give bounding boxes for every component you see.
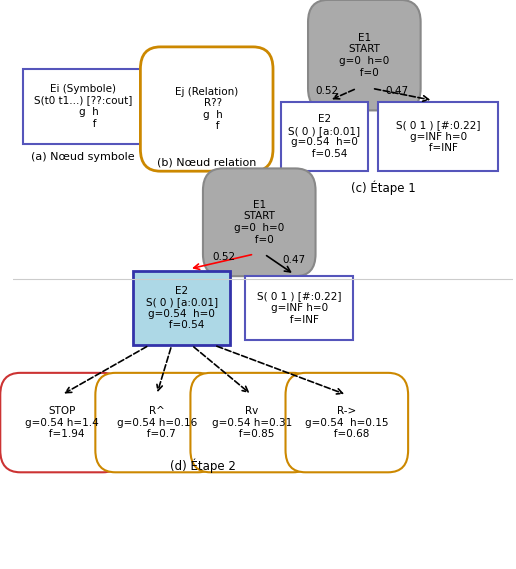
FancyBboxPatch shape [190, 373, 313, 472]
FancyBboxPatch shape [23, 69, 143, 143]
Text: 0.47: 0.47 [385, 86, 409, 96]
Text: S( 0 1 ) [#:0.22]
g=INF h=0
   f=INF: S( 0 1 ) [#:0.22] g=INF h=0 f=INF [396, 120, 480, 153]
Text: Ej (Relation)
    R??
    g  h
       f: Ej (Relation) R?? g h f [175, 86, 238, 131]
Text: E2
S( 0 ) [a:0.01]
g=0.54  h=0
   f=0.54: E2 S( 0 ) [a:0.01] g=0.54 h=0 f=0.54 [146, 286, 218, 331]
Text: STOP
g=0.54 h=1.4
   f=1.94: STOP g=0.54 h=1.4 f=1.94 [25, 406, 99, 439]
FancyBboxPatch shape [281, 102, 368, 171]
FancyBboxPatch shape [246, 276, 353, 340]
Text: 0.47: 0.47 [283, 254, 306, 265]
Text: (c) Étape 1: (c) Étape 1 [351, 180, 415, 195]
FancyBboxPatch shape [378, 102, 498, 171]
FancyBboxPatch shape [308, 0, 421, 110]
Text: S( 0 1 ) [#:0.22]
g=INF h=0
   f=INF: S( 0 1 ) [#:0.22] g=INF h=0 f=INF [257, 291, 342, 324]
Text: Rv
g=0.54 h=0.31
   f=0.85: Rv g=0.54 h=0.31 f=0.85 [212, 406, 292, 439]
FancyBboxPatch shape [133, 271, 231, 345]
Text: E1
START
g=0  h=0
   f=0: E1 START g=0 h=0 f=0 [234, 200, 284, 245]
FancyBboxPatch shape [95, 373, 218, 472]
Text: (a) Nœud symbole: (a) Nœud symbole [31, 152, 135, 162]
Text: 0.52: 0.52 [315, 86, 338, 96]
FancyBboxPatch shape [203, 168, 316, 276]
Text: (b) Nœud relation: (b) Nœud relation [157, 158, 256, 167]
Text: (d) Étape 2: (d) Étape 2 [170, 459, 236, 473]
FancyBboxPatch shape [285, 373, 408, 472]
Text: R^
g=0.54 h=0.16
   f=0.7: R^ g=0.54 h=0.16 f=0.7 [117, 406, 197, 439]
Text: R->
g=0.54  h=0.15
   f=0.68: R-> g=0.54 h=0.15 f=0.68 [305, 406, 389, 439]
FancyBboxPatch shape [1, 373, 123, 472]
FancyBboxPatch shape [140, 47, 273, 171]
Text: E2
S( 0 ) [a:0.01]
g=0.54  h=0
   f=0.54: E2 S( 0 ) [a:0.01] g=0.54 h=0 f=0.54 [288, 114, 360, 159]
Text: 0.52: 0.52 [213, 252, 236, 262]
Text: Ei (Symbole)
S(t0 t1...) [??:cout]
    g  h
       f: Ei (Symbole) S(t0 t1...) [??:cout] g h f [34, 84, 132, 129]
Text: E1
START
g=0  h=0
   f=0: E1 START g=0 h=0 f=0 [339, 33, 390, 77]
